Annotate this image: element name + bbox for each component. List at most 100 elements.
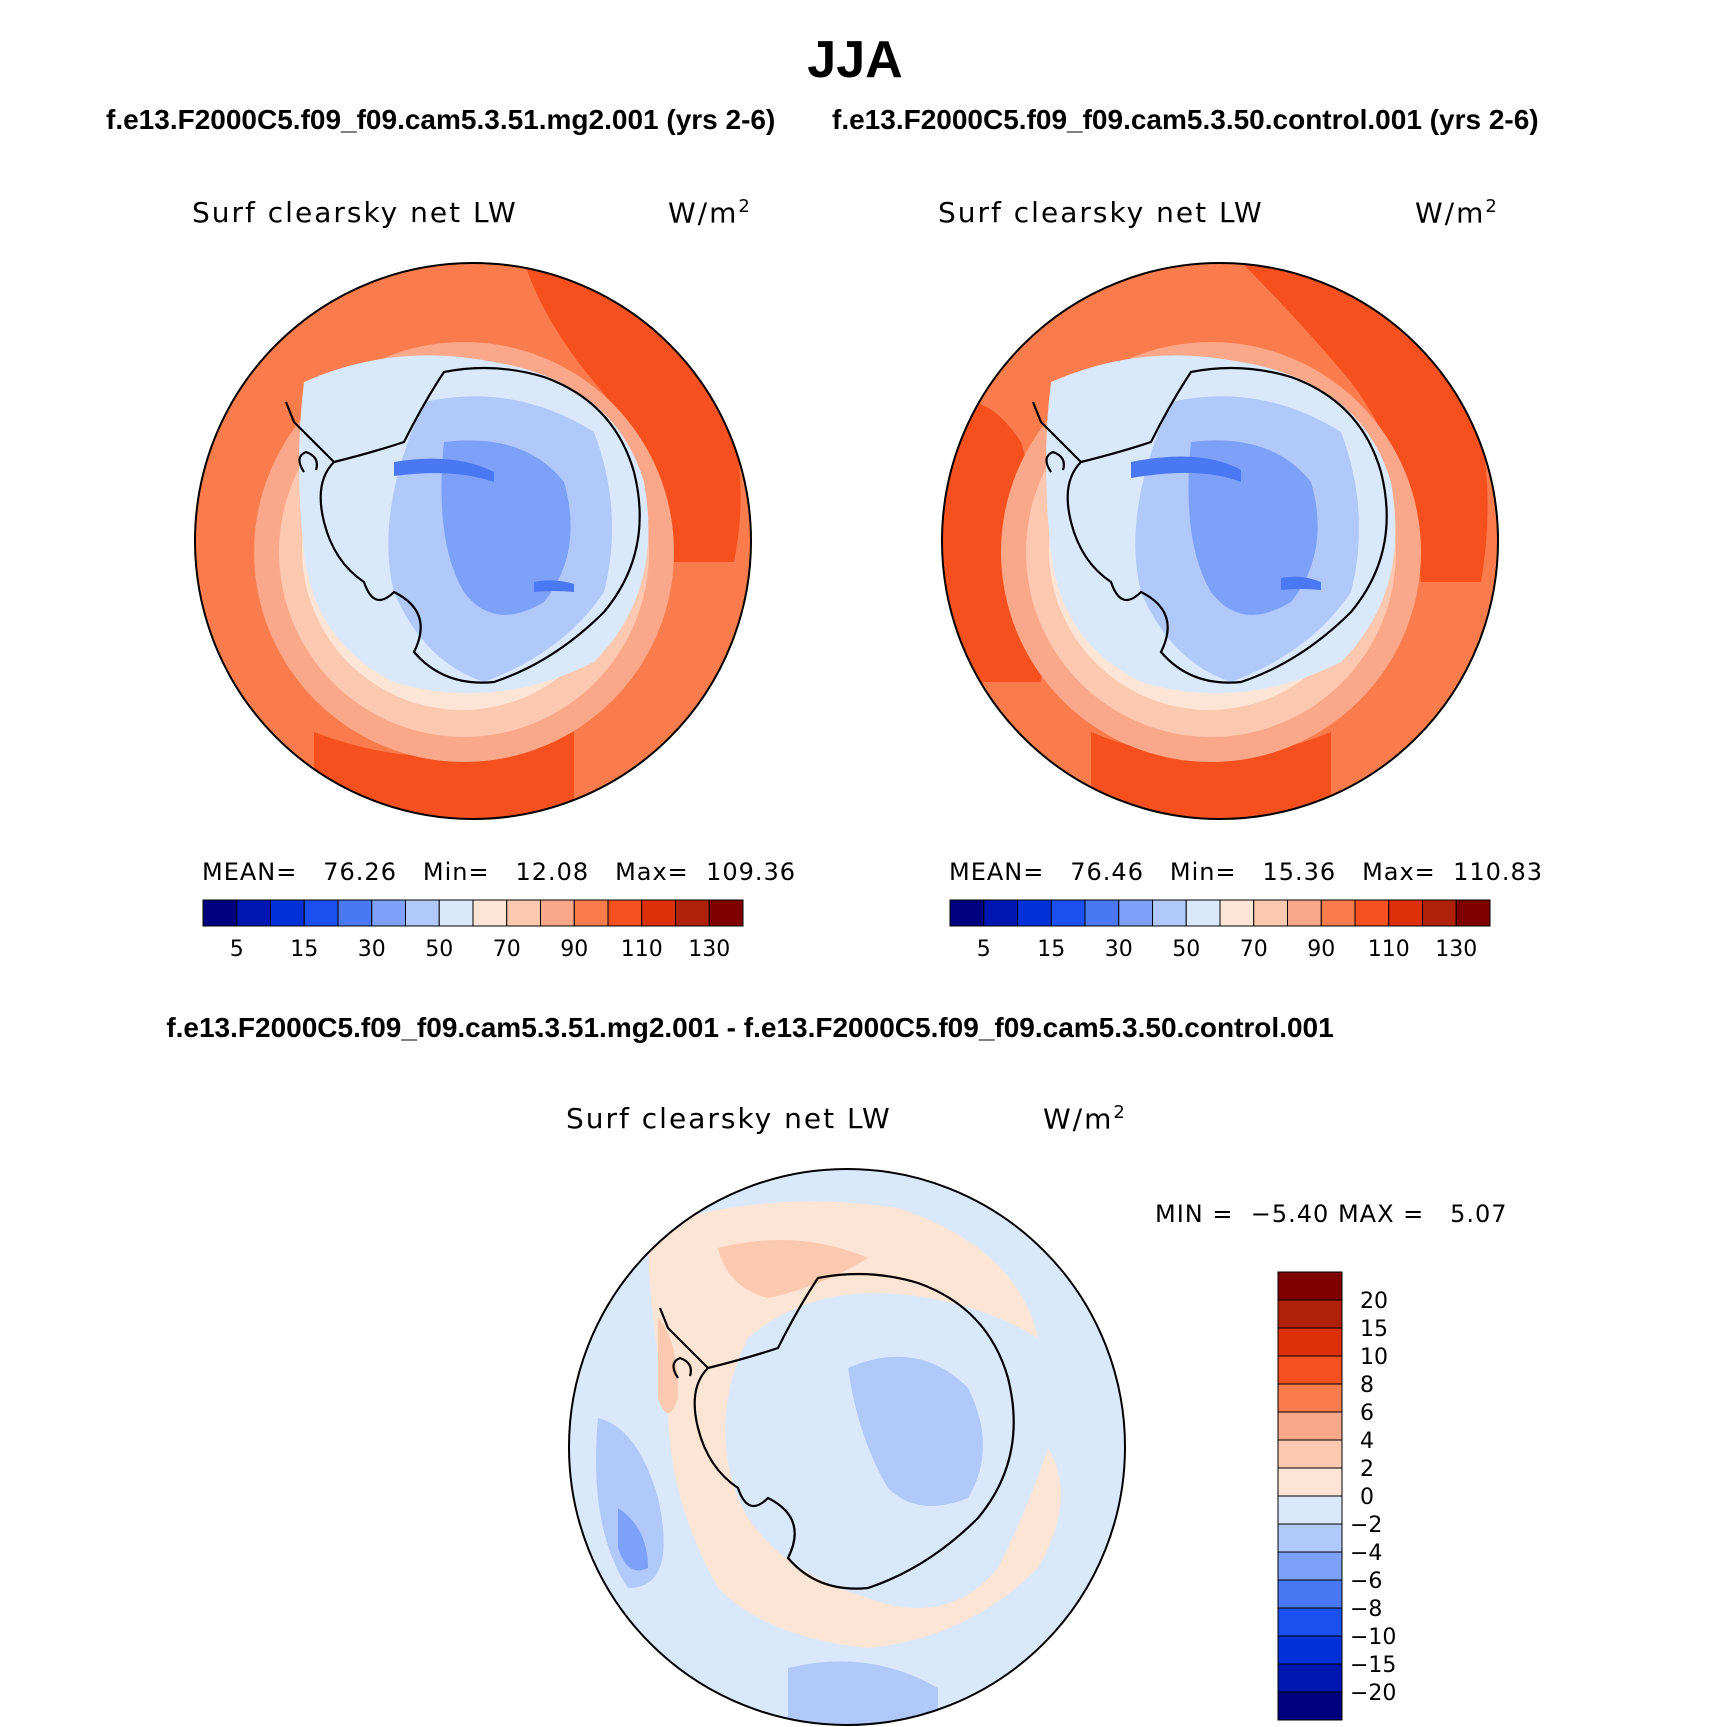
colorbar-box [236, 899, 271, 927]
colorbar-tick-label: 110 [1368, 937, 1410, 962]
ocean-strong-patch [1091, 732, 1331, 819]
colorbar-box [1185, 899, 1221, 927]
colorbar-box [708, 899, 744, 927]
colorbar-tick-label: 5 [230, 937, 244, 962]
colorbar-box [1277, 1691, 1343, 1721]
colorbar-box [1277, 1467, 1343, 1497]
colorbar-box [1320, 899, 1356, 927]
figure-title: JJA [807, 31, 903, 89]
colorbar-tick-label: 90 [560, 937, 588, 962]
colorbar-box [1277, 1635, 1343, 1665]
diff-positive-zone [658, 1318, 678, 1413]
colorbar-box [1277, 1607, 1343, 1637]
colorbar-box [1422, 899, 1457, 927]
colorbar-box [270, 899, 305, 927]
colorbar-tick-label: 130 [688, 937, 730, 962]
colorbar-box [1219, 899, 1255, 927]
colorbar-box [1253, 899, 1288, 927]
colorbar-box [1050, 899, 1086, 927]
colorbar-box [1017, 899, 1052, 927]
colorbar-box [607, 899, 643, 927]
colorbar-tick-label: −10 [1350, 1625, 1396, 1650]
colorbar-tick-label: 10 [1360, 1345, 1388, 1370]
colorbar-box [1277, 1355, 1343, 1385]
colorbar-box [1354, 899, 1390, 927]
right-variable-label: Surf clearsky net LW [938, 196, 1264, 229]
colorbar-box [1277, 1579, 1343, 1609]
diff-positive-zone [648, 1201, 1061, 1648]
min-streak [534, 580, 574, 592]
colorbar-tick-label: 30 [358, 937, 386, 962]
colorbar-tick-label: 6 [1360, 1401, 1374, 1426]
colorbar-tick-label: 4 [1360, 1429, 1374, 1454]
left-stats: MEAN= 76.26 Min= 12.08 Max= 109.36 [202, 858, 797, 886]
run1-title: f.e13.F2000C5.f09_f09.cam5.3.51.mg2.001 … [106, 104, 776, 135]
colorbar-tick-label: 70 [1240, 937, 1268, 962]
diff-variable-label: Surf clearsky net LW [566, 1102, 892, 1135]
colorbar-tick-label: 110 [621, 937, 663, 962]
diff-stats: MIN = −5.40 MAX = 5.07 [1155, 1200, 1508, 1228]
diff-negative-zone [848, 1356, 983, 1506]
colorbar-box [1277, 1551, 1343, 1581]
min-streak [394, 458, 494, 482]
colorbar-box [1277, 1411, 1343, 1441]
min-streak [1281, 576, 1321, 590]
colorbar-tick-label: 50 [425, 937, 453, 962]
colorbar-tick-label: 15 [290, 937, 318, 962]
left-units-label: W/m2 [668, 196, 752, 230]
colorbar-box [438, 899, 474, 927]
colorbar-tick-label: 130 [1435, 937, 1477, 962]
diff-units-label: W/m2 [1043, 1102, 1127, 1136]
colorbar-box [303, 899, 339, 927]
colorbar-tick-label: −6 [1350, 1569, 1382, 1594]
right-stats: MEAN= 76.46 Min= 15.36 Max= 110.83 [949, 858, 1544, 886]
colorbar-tick-label: 50 [1172, 937, 1200, 962]
right-units-label: W/m2 [1415, 196, 1499, 230]
map-border [194, 262, 752, 820]
colorbar-box [1277, 1327, 1343, 1357]
colorbar-box [1277, 1523, 1343, 1553]
colorbar-box [1287, 899, 1322, 927]
colorbar-box [1388, 899, 1423, 927]
colorbar-box [1277, 1439, 1343, 1469]
colorbar-box [675, 899, 710, 927]
right-map [941, 262, 1499, 820]
colorbar-box [337, 899, 373, 927]
colorbar-tick-label: −15 [1350, 1653, 1396, 1678]
colorbar-box [983, 899, 1018, 927]
colorbar-tick-label: 20 [1360, 1289, 1388, 1314]
colorbar-box [1455, 899, 1491, 927]
left-colorbar: 5 15 30 50 70 90 110 130 [202, 899, 744, 962]
colorbar-box [472, 899, 508, 927]
colorbar-box [1277, 1495, 1343, 1525]
interior-low-zone [1188, 440, 1318, 615]
colorbar-box [573, 899, 609, 927]
map-border [941, 262, 1499, 820]
antarctic-peninsula [1031, 401, 1082, 473]
colorbar-box [371, 899, 406, 927]
colorbar-tick-label: 15 [1037, 937, 1065, 962]
interior-low-zone [441, 440, 571, 615]
ocean-strong-patch [524, 263, 741, 562]
right-colorbar: 5 15 30 50 70 90 110 130 [949, 899, 1491, 962]
colorbar-box [540, 899, 575, 927]
colorbar-tick-label: 15 [1360, 1317, 1388, 1342]
colorbar-tick-label: 5 [977, 937, 991, 962]
diff-map [568, 1168, 1126, 1726]
left-map [194, 262, 752, 820]
colorbar-tick-label: 8 [1360, 1373, 1374, 1398]
diff-title: f.e13.F2000C5.f09_f09.cam5.3.51.mg2.001 … [166, 1012, 1334, 1043]
diff-negative-zone [596, 1418, 664, 1588]
colorbar-tick-label: −20 [1350, 1681, 1396, 1706]
run2-title: f.e13.F2000C5.f09_f09.cam5.3.50.control.… [832, 104, 1539, 135]
diff-negative-zone [788, 1661, 938, 1725]
colorbar-box [641, 899, 676, 927]
left-variable-label: Surf clearsky net LW [192, 196, 518, 229]
diff-positive-zone [718, 1240, 868, 1298]
colorbar-box [1152, 899, 1187, 927]
colorbar-box [1118, 899, 1153, 927]
map-border [568, 1168, 1126, 1726]
colorbar-box [949, 899, 985, 927]
colorbar-box [405, 899, 440, 927]
